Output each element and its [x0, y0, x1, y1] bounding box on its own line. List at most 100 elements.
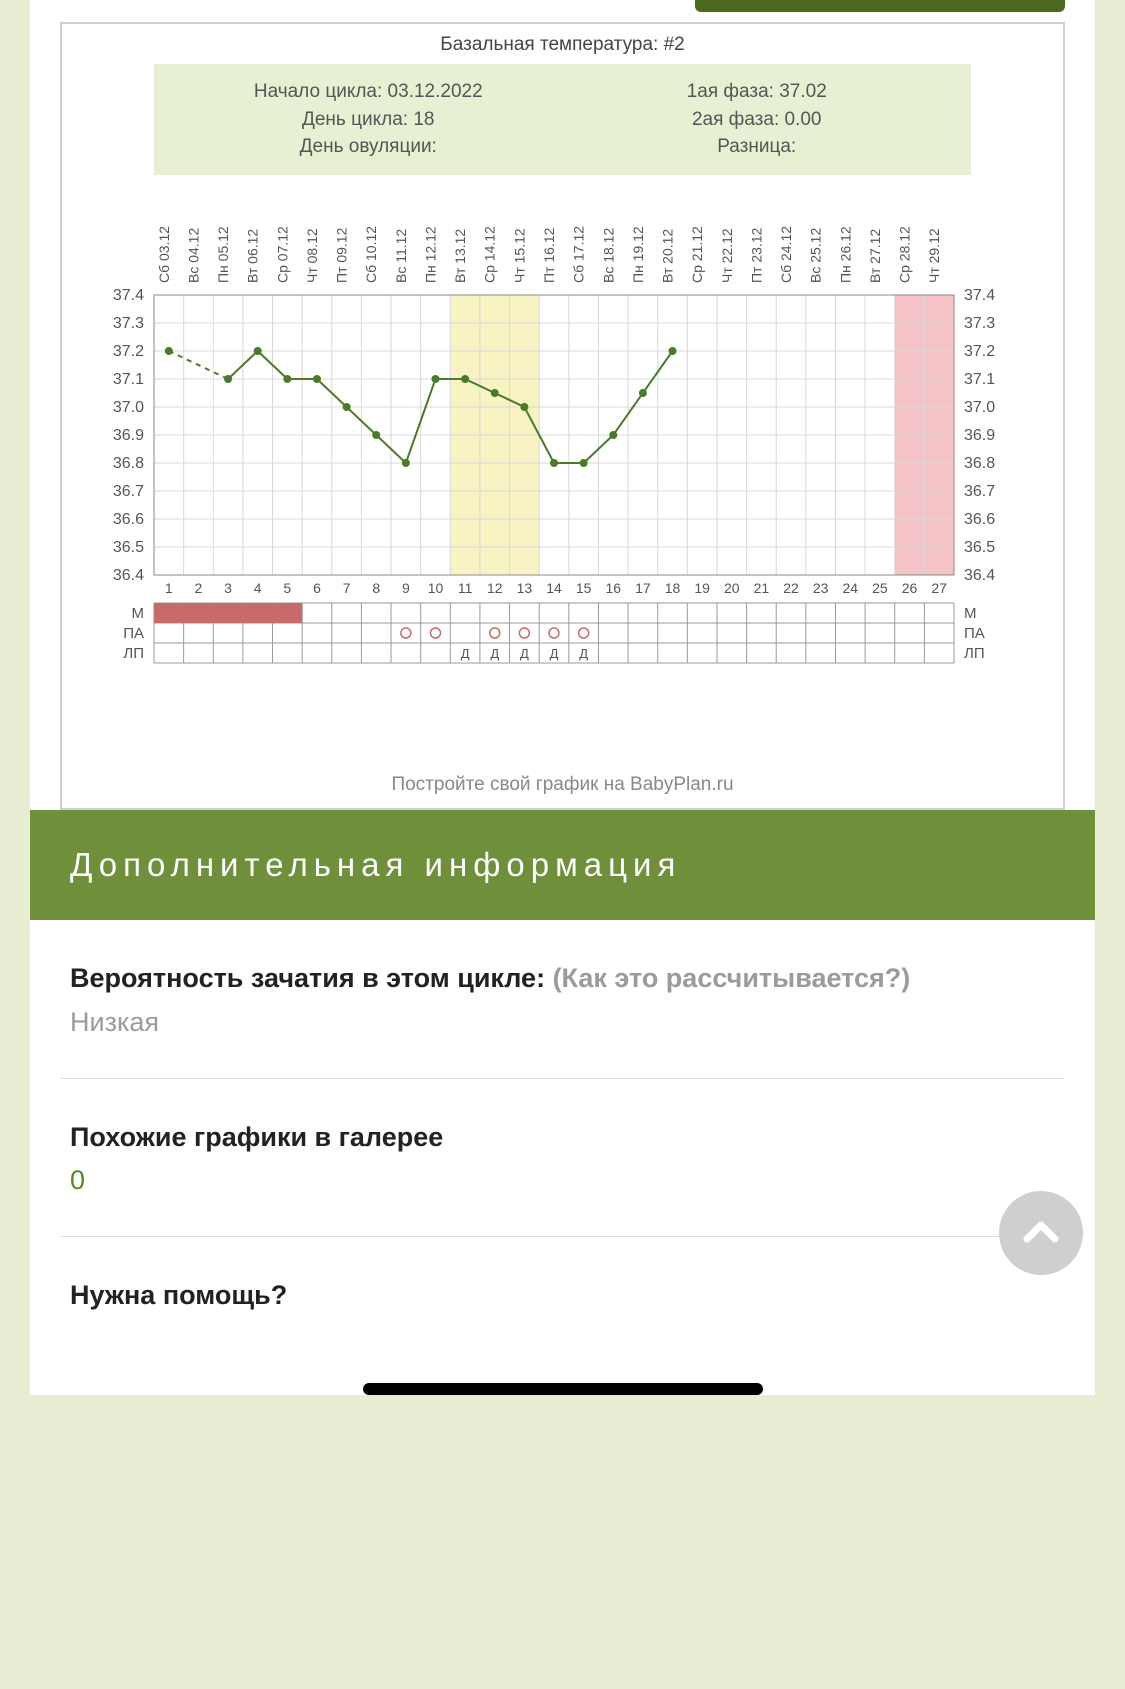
- svg-text:Вс 18.12: Вс 18.12: [600, 227, 616, 282]
- svg-text:18: 18: [665, 580, 681, 596]
- svg-text:Д: Д: [579, 646, 588, 661]
- phase2: 2ая фаза: 0.00: [563, 106, 952, 134]
- probability-heading-wrap: Вероятность зачатия в этом цикле: (Как э…: [70, 960, 1055, 998]
- probability-hint-link[interactable]: (Как это рассчитывается?): [553, 963, 911, 993]
- svg-text:Вс 25.12: Вс 25.12: [808, 227, 824, 282]
- svg-text:22: 22: [783, 580, 799, 596]
- svg-text:37.0: 37.0: [964, 399, 995, 416]
- svg-text:36.4: 36.4: [113, 567, 144, 584]
- svg-text:9: 9: [402, 580, 410, 596]
- svg-text:37.1: 37.1: [964, 371, 995, 388]
- svg-text:Д: Д: [520, 646, 529, 661]
- svg-text:М: М: [964, 605, 977, 622]
- svg-text:Чт 15.12: Чт 15.12: [511, 228, 527, 283]
- svg-text:27: 27: [931, 580, 947, 596]
- svg-text:37.3: 37.3: [113, 315, 144, 332]
- bbt-chart: 37.4 37.4 37.3 37.3 37.2 37.2 37.1 37.1 37.0 37.0…: [74, 195, 1034, 755]
- svg-text:37.3: 37.3: [964, 315, 995, 332]
- svg-text:36.8: 36.8: [964, 455, 995, 472]
- svg-text:Д: Д: [461, 646, 470, 661]
- svg-text:13: 13: [517, 580, 533, 596]
- svg-text:19: 19: [694, 580, 710, 596]
- svg-text:37.4: 37.4: [113, 287, 144, 304]
- svg-text:37.1: 37.1: [113, 371, 144, 388]
- svg-text:36.5: 36.5: [964, 539, 995, 556]
- svg-text:Вс 04.12: Вс 04.12: [185, 227, 201, 282]
- svg-text:37.2: 37.2: [964, 343, 995, 360]
- svg-text:Пт 23.12: Пт 23.12: [748, 227, 764, 283]
- svg-text:Пн 19.12: Пн 19.12: [630, 226, 646, 283]
- svg-text:37.0: 37.0: [113, 399, 144, 416]
- svg-text:ПА: ПА: [964, 625, 985, 642]
- svg-text:5: 5: [283, 580, 291, 596]
- svg-text:12: 12: [487, 580, 503, 596]
- diff: Разница:: [563, 133, 952, 161]
- svg-text:Сб 24.12: Сб 24.12: [778, 225, 794, 282]
- svg-text:Пт 09.12: Пт 09.12: [334, 227, 350, 283]
- phase1: 1ая фаза: 37.02: [563, 78, 952, 106]
- svg-text:11: 11: [458, 580, 473, 596]
- svg-text:37.4: 37.4: [964, 287, 995, 304]
- svg-text:36.9: 36.9: [964, 427, 995, 444]
- svg-text:36.7: 36.7: [113, 483, 144, 500]
- svg-text:Чт 29.12: Чт 29.12: [926, 228, 942, 283]
- svg-text:ПА: ПА: [123, 625, 144, 642]
- chart-title: Базальная температура: #2: [74, 34, 1051, 56]
- svg-text:2: 2: [195, 580, 203, 596]
- svg-text:16: 16: [605, 580, 621, 596]
- svg-text:36.9: 36.9: [113, 427, 144, 444]
- page-content: Базальная температура: #2 Начало цикла: …: [30, 0, 1095, 1395]
- help-block: Нужна помощь?: [60, 1237, 1065, 1355]
- svg-text:Сб 10.12: Сб 10.12: [363, 225, 379, 282]
- svg-text:Вт 13.12: Вт 13.12: [452, 228, 468, 282]
- svg-text:Вт 27.12: Вт 27.12: [867, 228, 883, 282]
- svg-text:36.6: 36.6: [113, 511, 144, 528]
- similar-value[interactable]: 0: [70, 1165, 1055, 1196]
- top-button-area: [60, 0, 1065, 22]
- similar-block: Похожие графики в галерее 0: [60, 1079, 1065, 1237]
- svg-text:ЛП: ЛП: [123, 645, 144, 662]
- svg-text:36.7: 36.7: [964, 483, 995, 500]
- svg-text:Вт 20.12: Вт 20.12: [660, 228, 676, 282]
- svg-text:36.6: 36.6: [964, 511, 995, 528]
- chart-info-right: 1ая фаза: 37.02 2ая фаза: 0.00 Разница:: [563, 78, 952, 161]
- svg-text:Вс 11.12: Вс 11.12: [393, 228, 409, 282]
- svg-text:37.2: 37.2: [113, 343, 144, 360]
- svg-text:17: 17: [635, 580, 651, 596]
- svg-text:Чт 22.12: Чт 22.12: [719, 228, 735, 283]
- help-heading: Нужна помощь?: [70, 1277, 1055, 1315]
- svg-text:10: 10: [428, 580, 444, 596]
- svg-text:Сб 03.12: Сб 03.12: [156, 225, 172, 282]
- svg-text:Чт 08.12: Чт 08.12: [304, 228, 320, 283]
- svg-text:Сб 17.12: Сб 17.12: [571, 225, 587, 282]
- svg-text:1: 1: [165, 580, 173, 596]
- bottom-handle: [363, 1383, 763, 1395]
- ovulation-day: День овуляции:: [174, 133, 563, 161]
- svg-text:21: 21: [754, 580, 770, 596]
- svg-text:36.5: 36.5: [113, 539, 144, 556]
- svg-text:8: 8: [372, 580, 380, 596]
- probability-heading: Вероятность зачатия в этом цикле:: [70, 963, 553, 993]
- scroll-top-button[interactable]: [999, 1191, 1083, 1275]
- section-header: Дополнительная информация: [30, 810, 1095, 920]
- similar-heading: Похожие графики в галерее: [70, 1119, 1055, 1157]
- svg-text:7: 7: [343, 580, 351, 596]
- top-action-button[interactable]: [695, 0, 1065, 12]
- svg-text:24: 24: [843, 580, 859, 596]
- svg-text:36.8: 36.8: [113, 455, 144, 472]
- svg-text:14: 14: [546, 580, 562, 596]
- svg-text:Д: Д: [490, 646, 499, 661]
- svg-text:Ср 14.12: Ср 14.12: [482, 226, 498, 283]
- svg-text:М: М: [132, 605, 145, 622]
- svg-text:6: 6: [313, 580, 321, 596]
- bbt-chart-box: Базальная температура: #2 Начало цикла: …: [60, 22, 1065, 810]
- svg-text:26: 26: [902, 580, 918, 596]
- chevron-up-icon: [1019, 1211, 1063, 1255]
- svg-text:Д: Д: [550, 646, 559, 661]
- svg-text:4: 4: [254, 580, 262, 596]
- chart-footer: Постройте свой график на BabyPlan.ru: [74, 774, 1051, 796]
- probability-value: Низкая: [70, 1007, 1055, 1038]
- svg-text:ЛП: ЛП: [964, 645, 985, 662]
- svg-text:Вт 06.12: Вт 06.12: [245, 228, 261, 282]
- svg-text:36.4: 36.4: [964, 567, 995, 584]
